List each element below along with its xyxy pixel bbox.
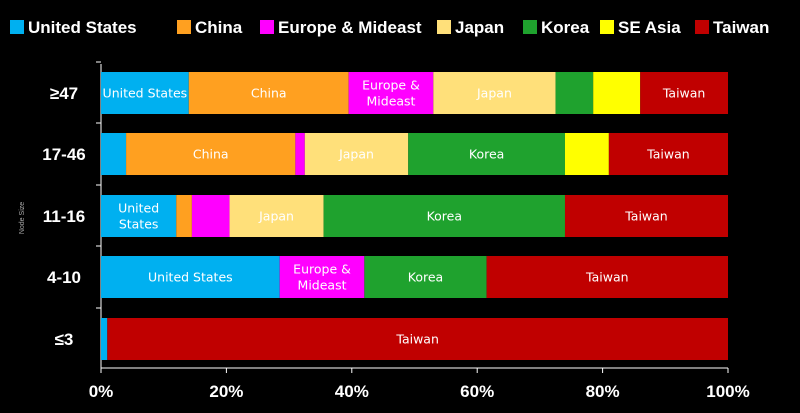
x-tick-label: 100% [706, 382, 749, 401]
bar-segment-korea [364, 256, 487, 298]
bar-data-label: Korea [408, 270, 443, 285]
bar-data-label: Japan [258, 209, 294, 224]
bar-segment-europe-and-mideast [348, 72, 434, 114]
bar-segment-korea [408, 133, 565, 175]
bar-data-label: Korea [469, 147, 504, 162]
y-axis-title: Node Size [19, 202, 26, 234]
legend-label-taiwan: Taiwan [713, 18, 769, 37]
legend-swatch-china [177, 20, 191, 34]
bar-segment-united-states [101, 318, 108, 360]
bar-segment-china [188, 72, 349, 114]
bar-segment-korea [555, 72, 594, 114]
legend-swatch-se-asia [600, 20, 614, 34]
x-tick-label: 0% [89, 382, 114, 401]
bar-data-label: China [193, 147, 229, 162]
chart-axes: 0% 20% 40% 60% 80% 100% ≥47 17-46 11-16 4-10 ≤3 Nod… [19, 61, 750, 401]
legend-swatch-japan [437, 20, 451, 34]
legend-label-se-asia: SE Asia [618, 18, 681, 37]
x-tick-label: 20% [209, 382, 243, 401]
bar-segment-se-asia [593, 72, 641, 114]
bar-segment-united-states [101, 133, 127, 175]
bar-data-label: Taiwan [585, 270, 629, 285]
bar-data-label: United States [148, 270, 233, 285]
bar-data-label: Taiwan [646, 147, 690, 162]
legend-label-europe-and-mideast: Europe & Mideast [278, 18, 422, 37]
bar-segment-japan [229, 195, 324, 237]
bar-segment-taiwan [640, 72, 728, 114]
bar-segment-se-asia [564, 133, 609, 175]
bar-segment-china [176, 195, 192, 237]
y-category-label: 4-10 [47, 268, 81, 287]
bar-segment-japan [304, 133, 409, 175]
x-tick-label: 60% [460, 382, 494, 401]
bar-data-label: Japan [338, 147, 374, 162]
legend-label-united-states: United States [28, 18, 137, 37]
bar-segment-taiwan [564, 195, 728, 237]
chart-bars [101, 72, 728, 360]
bar-segment-korea [323, 195, 565, 237]
bar-data-label: Europe & Mideast [293, 262, 351, 293]
bar-data-label: Korea [427, 209, 462, 224]
bar-segment-china [126, 133, 296, 175]
y-category-label: 11-16 [43, 207, 86, 226]
bar-data-label: United States [118, 201, 159, 232]
bar-data-label: China [251, 86, 287, 101]
legend-swatch-europe-and-mideast [260, 20, 274, 34]
bar-segment-europe-and-mideast [191, 195, 230, 237]
bar-segment-japan [433, 72, 556, 114]
y-category-label: ≥47 [50, 84, 78, 103]
bar-segment-taiwan [608, 133, 728, 175]
y-category-label: ≤3 [55, 330, 74, 349]
bar-data-label: United States [103, 86, 188, 101]
bar-data-label: Japan [476, 86, 512, 101]
bar-labels: United States China Europe & Mideast Japan Ta… [103, 78, 706, 347]
legend-label-korea: Korea [541, 18, 590, 37]
bar-data-label: Taiwan [624, 209, 668, 224]
legend-swatch-korea [523, 20, 537, 34]
bar-segment-united-states [101, 256, 280, 298]
bar-segment-united-states [101, 195, 177, 237]
bar-data-label: Europe & Mideast [362, 78, 420, 109]
chart-legend: United States China Europe & Mideast Japan K… [10, 18, 769, 37]
bar-segment-taiwan [486, 256, 728, 298]
y-category-label: 17-46 [42, 145, 85, 164]
legend-label-china: China [195, 18, 243, 37]
bar-segment-europe-and-mideast [279, 256, 365, 298]
bar-segment-taiwan [107, 318, 728, 360]
bar-data-label: Taiwan [662, 86, 706, 101]
bar-segment-europe-and-mideast [295, 133, 305, 175]
legend-swatch-united-states [10, 20, 24, 34]
legend-swatch-taiwan [695, 20, 709, 34]
bar-data-label: Taiwan [395, 332, 439, 347]
legend-label-japan: Japan [455, 18, 504, 37]
x-tick-label: 80% [586, 382, 620, 401]
bar-segment-united-states [101, 72, 189, 114]
x-tick-label: 40% [335, 382, 369, 401]
